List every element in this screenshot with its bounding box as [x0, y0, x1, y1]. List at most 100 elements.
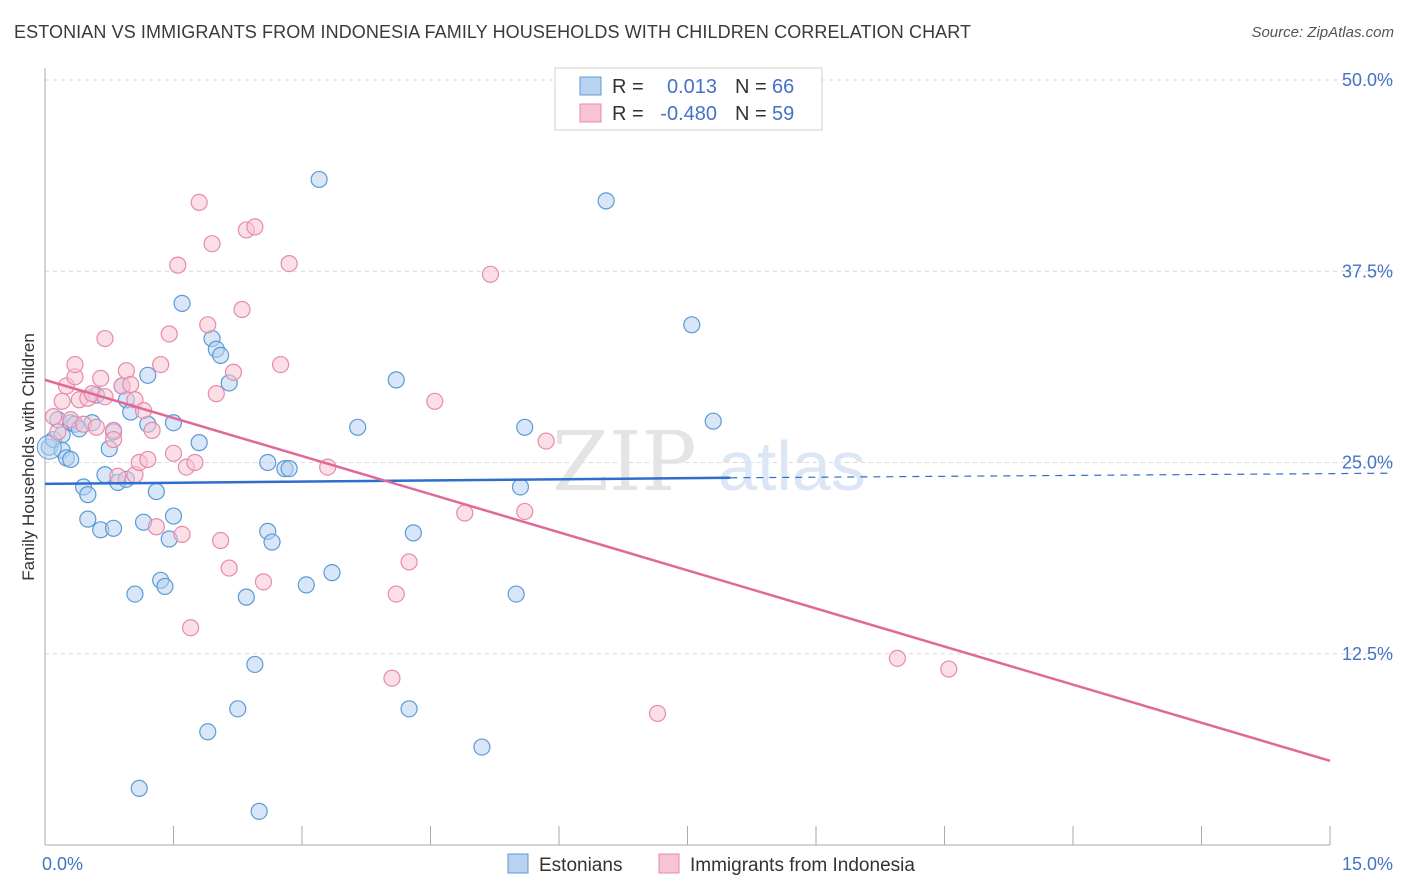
point-indonesia — [122, 375, 140, 394]
point-estonians — [404, 524, 422, 542]
point-indonesia — [246, 218, 264, 236]
point-indonesia — [87, 418, 106, 436]
point-estonians — [79, 486, 97, 504]
point-estonians — [473, 738, 491, 756]
trend-line-indonesia — [44, 378, 1331, 763]
point-estonians — [229, 700, 247, 718]
point-indonesia — [940, 660, 958, 678]
legend-n-label-2: N = — [735, 103, 767, 125]
bottom-legend-swatch-estonians — [507, 853, 529, 874]
point-indonesia — [888, 649, 906, 667]
chart-title: ESTONIAN VS IMMIGRANTS FROM INDONESIA FA… — [14, 22, 972, 42]
y-tick-label: 25.0% — [1342, 453, 1393, 473]
point-indonesia — [152, 355, 170, 374]
point-estonians — [126, 585, 144, 603]
point-indonesia — [186, 453, 204, 472]
point-estonians — [259, 453, 277, 472]
point-indonesia — [212, 531, 230, 550]
point-estonians — [104, 519, 123, 537]
point-estonians — [507, 585, 525, 603]
point-indonesia — [224, 363, 243, 381]
legend-n-value-1: 66 — [772, 76, 794, 98]
point-indonesia — [109, 467, 127, 485]
point-indonesia — [426, 392, 444, 410]
legend-n-label-1: N = — [735, 76, 767, 98]
point-indonesia — [66, 355, 84, 374]
point-indonesia — [160, 325, 178, 343]
point-estonians — [323, 564, 341, 582]
point-estonians — [349, 418, 367, 436]
point-indonesia — [456, 504, 474, 522]
point-indonesia — [139, 450, 157, 469]
point-indonesia — [537, 432, 555, 450]
bottom-legend-indonesia: Immigrants from Indonesia — [690, 855, 915, 876]
point-indonesia — [104, 430, 123, 449]
point-estonians — [516, 418, 534, 436]
legend-swatch-blue — [579, 76, 602, 96]
point-estonians-large — [36, 434, 62, 460]
point-estonians — [164, 507, 183, 525]
point-estonians — [280, 460, 298, 478]
point-estonians — [190, 434, 208, 452]
point-estonians — [173, 294, 191, 312]
point-indonesia — [44, 408, 63, 426]
legend-r-label-2: R = — [612, 103, 644, 125]
point-indonesia — [481, 265, 500, 283]
y-tick-labels: 12.5% 25.0% 37.5% 50.0% — [1342, 70, 1393, 664]
trend-lines — [44, 378, 1391, 763]
point-estonians — [297, 576, 315, 594]
point-indonesia — [387, 585, 405, 603]
point-indonesia — [147, 518, 165, 536]
point-estonians — [387, 371, 405, 389]
point-indonesia — [169, 256, 187, 274]
point-estonians — [139, 366, 157, 384]
point-indonesia — [92, 369, 110, 387]
point-estonians — [511, 478, 530, 496]
point-estonians — [597, 192, 615, 210]
x-tick-label-max: 15.0% — [1342, 854, 1393, 874]
x-axis-ticks — [44, 826, 1331, 845]
gridlines — [45, 79, 1393, 655]
point-indonesia — [53, 392, 71, 410]
point-indonesia — [271, 355, 290, 374]
point-indonesia — [96, 329, 114, 348]
point-indonesia — [199, 316, 217, 334]
point-estonians — [310, 170, 328, 189]
point-indonesia — [203, 235, 221, 253]
y-tick-label: 50.0% — [1342, 70, 1393, 90]
point-estonians — [250, 802, 268, 820]
point-estonians — [147, 482, 165, 501]
y-axis-label: Family Households with Children — [19, 333, 38, 581]
point-indonesia — [143, 421, 161, 439]
watermark-atlas: atlas — [718, 427, 866, 505]
watermark: ZIP atlas — [552, 415, 866, 510]
point-indonesia — [182, 619, 200, 637]
source-credit: Source: ZipAtlas.com — [1251, 24, 1394, 41]
y-tick-label: 12.5% — [1342, 644, 1393, 664]
point-estonians — [156, 577, 174, 596]
point-indonesia — [233, 300, 251, 319]
point-indonesia — [190, 193, 208, 211]
legend-swatch-pink — [579, 103, 602, 123]
point-indonesia — [516, 502, 534, 521]
point-indonesia — [383, 669, 401, 687]
point-indonesia — [280, 255, 298, 273]
watermark-zip: ZIP — [552, 415, 697, 510]
point-estonians — [62, 450, 80, 469]
point-estonians — [79, 510, 97, 528]
point-indonesia — [220, 559, 238, 577]
series-indonesia-points — [44, 193, 958, 723]
point-indonesia — [207, 385, 225, 403]
point-indonesia — [164, 444, 183, 462]
point-estonians — [263, 533, 281, 551]
point-estonians — [199, 723, 217, 741]
trend-line-estonians-extension — [730, 472, 1391, 479]
point-estonians — [212, 346, 230, 364]
legend-r-value-2: -0.480 — [660, 103, 717, 125]
point-estonians — [683, 316, 701, 334]
point-estonians — [704, 412, 722, 430]
point-indonesia — [173, 525, 191, 544]
x-tick-label-min: 0.0% — [42, 854, 83, 874]
point-estonians — [246, 655, 264, 674]
